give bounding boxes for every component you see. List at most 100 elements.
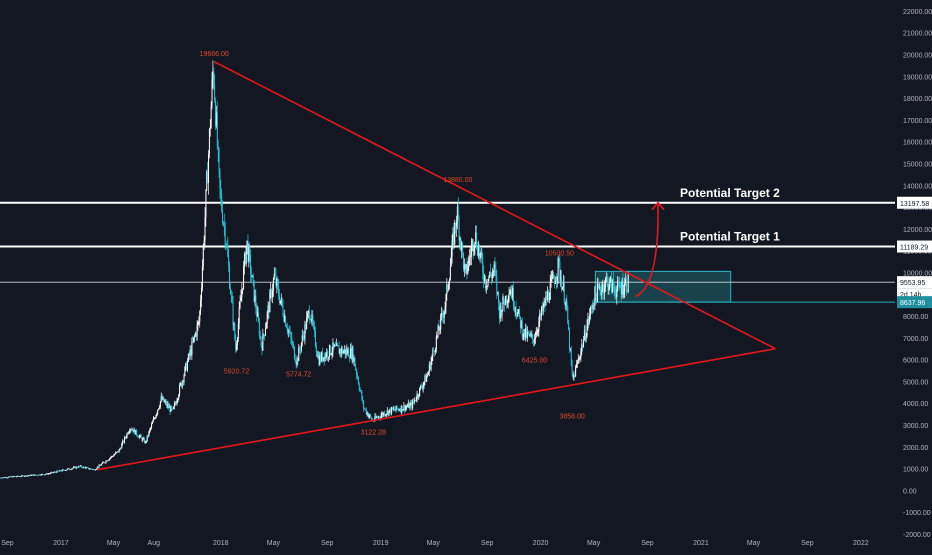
candle <box>99 464 101 466</box>
x-tick-label: May <box>747 540 761 547</box>
candle <box>151 421 153 425</box>
candle <box>322 357 324 361</box>
candle <box>484 275 486 289</box>
candle <box>520 321 522 328</box>
candle <box>529 333 531 336</box>
candle <box>172 406 174 409</box>
candle <box>434 349 436 353</box>
candle <box>576 362 578 364</box>
candle <box>326 351 328 357</box>
candle <box>49 473 51 475</box>
candle <box>624 283 626 293</box>
candle <box>21 475 23 477</box>
candle <box>553 274 555 279</box>
candle <box>34 474 36 476</box>
candle <box>112 456 114 458</box>
candle <box>0 477 2 479</box>
candle <box>417 393 419 397</box>
candle <box>420 386 422 388</box>
candle <box>300 349 302 351</box>
candle <box>270 289 272 293</box>
candle <box>468 257 470 268</box>
candle <box>321 352 323 361</box>
candle <box>559 262 561 280</box>
candle <box>434 350 436 353</box>
candle <box>366 412 368 414</box>
candle <box>129 430 131 433</box>
candle <box>230 293 232 296</box>
candle <box>204 217 206 241</box>
candle <box>334 345 336 347</box>
candle <box>60 471 62 472</box>
candle <box>158 406 160 409</box>
candle <box>533 339 535 343</box>
candle <box>616 289 618 298</box>
candle <box>352 347 354 362</box>
candle <box>148 431 150 437</box>
candle <box>102 462 104 464</box>
candle <box>175 403 177 405</box>
candle <box>325 354 327 357</box>
candle <box>416 393 418 400</box>
candle <box>10 476 12 478</box>
candle <box>421 387 423 389</box>
candle <box>465 264 467 270</box>
candle <box>211 79 213 106</box>
candle <box>507 300 509 302</box>
candle <box>403 405 405 410</box>
candle <box>103 462 105 464</box>
candle <box>102 462 104 464</box>
candle <box>601 288 603 295</box>
candle <box>583 330 585 340</box>
candle <box>224 226 226 245</box>
candle <box>113 454 115 457</box>
candle <box>390 408 392 414</box>
candle <box>289 332 291 334</box>
target-price-tag-bg <box>897 196 932 209</box>
candle <box>536 331 538 333</box>
candle <box>469 256 471 258</box>
candle <box>133 429 135 433</box>
candle <box>533 338 535 343</box>
candle <box>597 284 599 288</box>
candle <box>93 469 95 471</box>
candle <box>162 397 164 400</box>
candle <box>526 328 528 338</box>
candle <box>226 245 228 247</box>
candle <box>361 391 363 400</box>
candle <box>569 349 571 351</box>
candle <box>77 467 79 469</box>
candle <box>78 466 80 468</box>
candle <box>6 477 8 479</box>
candle <box>268 305 270 313</box>
candle <box>484 275 486 282</box>
candle <box>291 338 293 344</box>
candle <box>411 402 413 409</box>
candle <box>375 415 377 418</box>
candle <box>64 470 66 471</box>
candle <box>336 343 338 346</box>
candle <box>490 271 492 275</box>
price-annotation: 5774.72 <box>286 372 311 379</box>
candle <box>517 312 519 317</box>
candle <box>363 408 365 410</box>
candle <box>567 306 569 324</box>
candle <box>109 458 111 460</box>
candle <box>486 285 488 287</box>
candle <box>433 350 435 352</box>
candle <box>570 349 572 364</box>
candle <box>540 313 542 317</box>
candle <box>45 473 47 475</box>
candle <box>563 282 565 303</box>
candle <box>542 306 544 312</box>
candle <box>57 470 59 472</box>
candle <box>498 303 500 319</box>
candle <box>597 284 599 302</box>
candle <box>349 348 351 359</box>
candle <box>278 285 280 296</box>
candle <box>348 349 350 358</box>
candle <box>420 386 422 388</box>
candle <box>24 476 26 477</box>
